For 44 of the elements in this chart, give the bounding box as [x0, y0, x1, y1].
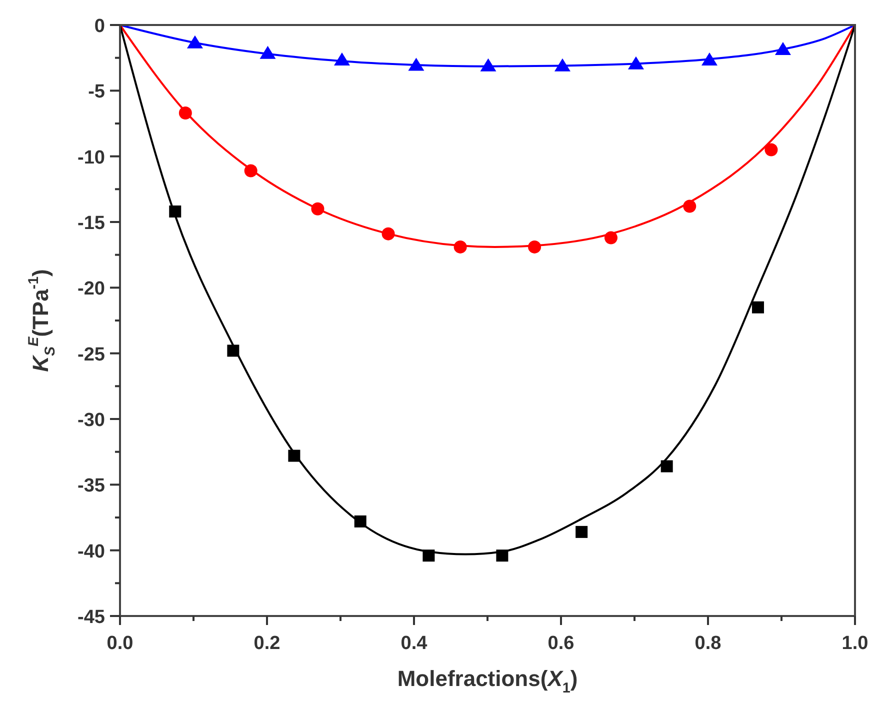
x-tick-label: 0.0 [106, 633, 134, 654]
point [186, 35, 203, 48]
point [422, 550, 435, 562]
point [752, 301, 764, 314]
point [244, 164, 258, 178]
point [528, 240, 542, 254]
point [408, 58, 424, 71]
point [554, 58, 570, 72]
x-tick-label: 0.4 [400, 633, 428, 654]
y-tick-label: 0 [94, 16, 105, 37]
x-tick-label: 0.8 [694, 633, 722, 654]
y-tick-label: -10 [78, 147, 105, 168]
point [334, 52, 350, 66]
point [311, 202, 324, 216]
y-tick-label: -15 [78, 213, 106, 234]
point [480, 58, 496, 72]
point [628, 56, 644, 70]
y-tick-label: -45 [78, 607, 106, 628]
point [701, 52, 718, 66]
point [660, 460, 673, 472]
point [260, 46, 276, 59]
point [382, 227, 395, 240]
point [227, 344, 240, 357]
point [178, 106, 192, 120]
x-tick-label: 1.0 [842, 633, 868, 654]
point [354, 515, 366, 528]
point [454, 240, 467, 254]
y-tick-label: -25 [78, 344, 106, 366]
x-axis-title: Molefractions(X$_{1}$) [397, 666, 578, 697]
x-tick-label: 0.2 [254, 633, 280, 654]
y-tick-label: -30 [78, 410, 105, 431]
point [774, 42, 791, 55]
y-tick-label: -5 [88, 82, 106, 103]
point [683, 200, 696, 213]
x-tick-label: 0.6 [548, 633, 574, 654]
y-tick-label: -20 [78, 278, 105, 300]
y-tick-label: -40 [78, 541, 105, 562]
point [764, 143, 778, 156]
point [496, 550, 508, 562]
point [576, 526, 588, 538]
point [169, 205, 182, 218]
point [288, 450, 300, 462]
point [604, 231, 618, 244]
y-tick-label: -35 [78, 476, 106, 497]
